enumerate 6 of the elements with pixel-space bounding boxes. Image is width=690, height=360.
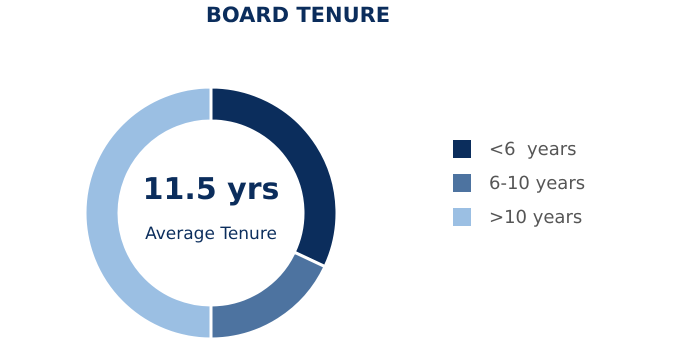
legend-label: >10 years <box>489 207 582 228</box>
text: 11.5 yrs <box>142 172 280 207</box>
chart-title: BOARD TENURE <box>206 3 390 27</box>
text: Average Tenure <box>145 224 277 244</box>
legend-label: <6 years <box>489 139 577 160</box>
legend-label: 6-10 years <box>489 173 586 194</box>
